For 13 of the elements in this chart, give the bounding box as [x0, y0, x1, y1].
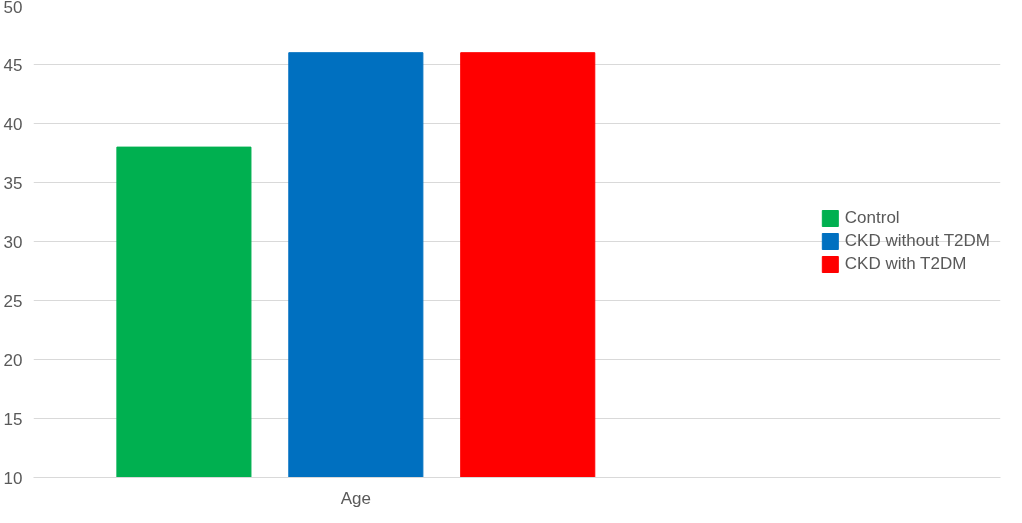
legend-label: Control	[844, 208, 900, 228]
y-tick-label: 15	[3, 409, 23, 429]
legend-label: CKD with T2DM	[844, 254, 967, 274]
y-tick-label: 50	[3, 0, 23, 17]
y-tick-label: 25	[3, 291, 23, 311]
y-tick-label: 40	[3, 114, 23, 134]
y-tick-label: 10	[3, 468, 23, 488]
legend-label: CKD without T2DM	[844, 231, 990, 251]
y-tick-label: 45	[3, 55, 23, 75]
y-tick-label: 20	[3, 350, 23, 370]
y-tick-label: 30	[3, 232, 23, 252]
x-tick-label: Age	[340, 488, 371, 508]
y-tick-label: 35	[3, 173, 23, 193]
